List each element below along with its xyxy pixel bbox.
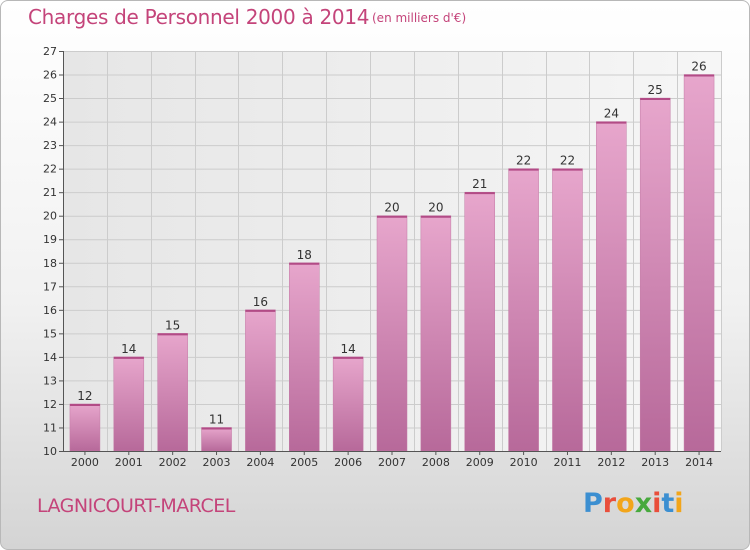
data-label: 22 [516, 154, 531, 168]
bar [464, 191, 495, 452]
data-label: 26 [691, 60, 706, 74]
y-tick-label: 26 [43, 69, 57, 82]
x-tick-label: 2006 [334, 456, 362, 469]
x-tick-label: 2000 [71, 456, 99, 469]
y-tick-label: 27 [43, 45, 57, 58]
bar [552, 168, 583, 452]
y-tick-label: 24 [43, 116, 57, 129]
x-tick-label: 2014 [685, 456, 713, 469]
data-label: 15 [165, 318, 180, 332]
x-tick-label: 2005 [290, 456, 318, 469]
bar [332, 356, 364, 452]
y-tick-label: 18 [43, 257, 57, 270]
x-tick-label: 2009 [466, 456, 494, 469]
data-label: 16 [253, 295, 268, 309]
y-tick-label: 12 [43, 398, 57, 411]
data-label: 12 [77, 389, 92, 403]
y-tick-label: 21 [43, 186, 57, 199]
bar [420, 215, 452, 452]
bar [69, 403, 101, 452]
data-label: 11 [209, 412, 224, 426]
y-tick-label: 17 [43, 280, 57, 293]
bar [245, 309, 276, 452]
y-tick-label: 23 [43, 139, 57, 152]
x-tick-label: 2008 [422, 456, 450, 469]
y-tick-label: 15 [43, 327, 57, 340]
bar [639, 97, 671, 452]
data-label: 20 [384, 201, 399, 215]
logo-letter: r [602, 488, 617, 519]
logo-letter: P [583, 488, 603, 519]
data-label: 22 [560, 154, 575, 168]
data-label: 18 [297, 248, 312, 262]
x-tick-label: 2013 [641, 456, 669, 469]
logo-letter: x [634, 488, 653, 519]
bar [596, 121, 627, 452]
logo-letter: i [652, 488, 662, 519]
town-name: LAGNICOURT-MARCEL [37, 495, 235, 517]
bar [289, 262, 320, 452]
y-tick-label: 11 [43, 421, 57, 434]
data-label: 14 [121, 342, 136, 356]
x-tick-label: 2011 [553, 456, 581, 469]
data-label: 14 [340, 342, 355, 356]
bar [201, 427, 232, 452]
bar [508, 168, 539, 452]
y-tick-label: 19 [43, 233, 57, 246]
logo-letter: o [616, 488, 635, 519]
chart-subtitle: (en milliers d'€) [372, 11, 467, 25]
data-label: 21 [472, 177, 487, 191]
x-tick-label: 2001 [115, 456, 143, 469]
bar [376, 215, 408, 452]
y-tick-label: 14 [43, 351, 57, 364]
y-tick-label: 16 [43, 304, 57, 317]
x-tick-label: 2004 [246, 456, 274, 469]
bar [683, 74, 715, 452]
x-tick-label: 2012 [597, 456, 625, 469]
y-tick-label: 13 [43, 374, 57, 387]
data-label: 24 [604, 107, 619, 121]
x-tick-label: 2010 [510, 456, 538, 469]
x-tick-label: 2003 [203, 456, 231, 469]
x-tick-label: 2007 [378, 456, 406, 469]
chart-title: Charges de Personnel 2000 à 2014 [28, 5, 370, 29]
x-tick-label: 2002 [159, 456, 187, 469]
y-tick-label: 20 [43, 210, 57, 223]
logo-letter: t [661, 488, 675, 519]
bar [157, 333, 188, 452]
y-tick-label: 22 [43, 163, 57, 176]
logo-letter: i [674, 488, 684, 519]
data-label: 25 [648, 83, 663, 97]
y-tick-label: 25 [43, 92, 57, 105]
y-tick-label: 10 [43, 445, 57, 458]
data-label: 20 [428, 201, 443, 215]
bar [113, 356, 145, 452]
proxiti-logo: Proxiti [583, 488, 684, 519]
